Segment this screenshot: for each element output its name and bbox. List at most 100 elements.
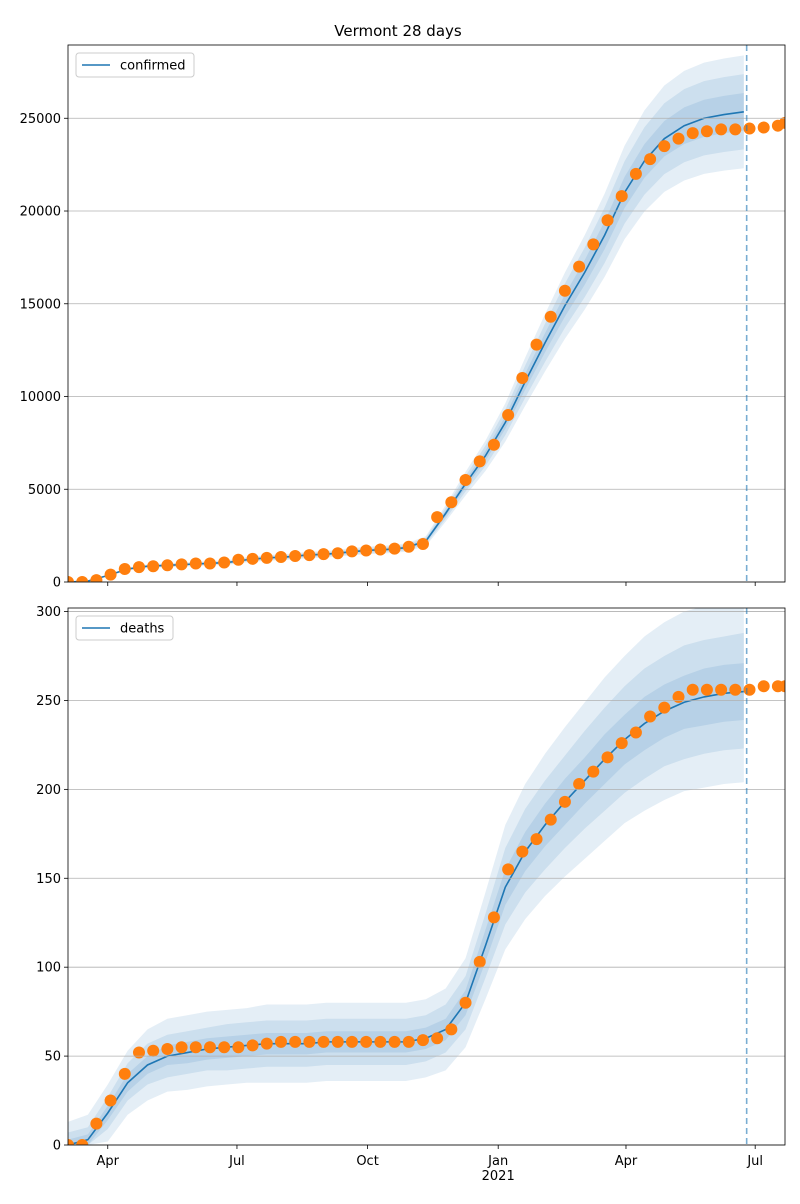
observed-point — [757, 121, 770, 134]
observed-point — [388, 542, 401, 555]
observed-point — [203, 1041, 216, 1054]
observed-point — [431, 1032, 444, 1045]
plot-area — [68, 608, 785, 1145]
uncertainty-band — [68, 608, 744, 1145]
observed-point — [700, 125, 713, 138]
y-tick-label: 250 — [36, 694, 61, 709]
observed-point — [274, 550, 287, 563]
observed-point — [218, 556, 231, 569]
legend-box — [75, 52, 195, 78]
observed-point — [544, 813, 557, 826]
observed-point — [260, 1037, 273, 1050]
observed-point — [629, 726, 642, 739]
observed-point — [502, 863, 515, 876]
y-tick-label: 5000 — [28, 483, 61, 498]
x-tick-label: Apr — [615, 1154, 638, 1169]
observed-point — [487, 438, 500, 451]
observed-point — [715, 123, 728, 136]
observed-point — [274, 1035, 287, 1048]
observed-point — [303, 1035, 316, 1048]
observed-point — [175, 1041, 188, 1054]
observed-point — [516, 845, 529, 858]
observed-point — [147, 560, 160, 573]
observed-point — [68, 1139, 74, 1145]
observed-point — [360, 544, 373, 557]
observed-point — [246, 552, 259, 565]
observed-point — [530, 338, 543, 351]
observed-point — [644, 153, 657, 166]
observed-point — [161, 1042, 174, 1055]
observed-point — [331, 547, 344, 560]
uncertainty-band — [68, 55, 744, 582]
observed-point — [76, 576, 89, 582]
observed-point — [402, 540, 415, 553]
observed-point — [345, 545, 358, 558]
observed-point — [175, 558, 188, 571]
observed-point — [147, 1044, 160, 1057]
observed-point — [161, 559, 174, 572]
observed-point — [658, 701, 671, 714]
observed-point — [402, 1035, 415, 1048]
y-tick-label: 0 — [53, 576, 61, 591]
observed-point — [544, 310, 557, 323]
observed-point — [658, 140, 671, 153]
observed-point — [530, 833, 543, 846]
observed-point — [317, 1035, 330, 1048]
observed-point — [473, 955, 486, 968]
observed-point — [700, 683, 713, 696]
observed-point — [104, 1094, 117, 1107]
y-tick-label: 100 — [36, 961, 61, 976]
observed-point — [289, 1035, 302, 1048]
axes-frame — [67, 44, 786, 583]
observed-point — [615, 737, 628, 750]
observed-point — [374, 1035, 387, 1048]
y-tick-label: 20000 — [20, 205, 61, 220]
observed-point — [757, 680, 770, 693]
observed-point — [729, 123, 742, 136]
observed-point — [388, 1035, 401, 1048]
observed-point — [416, 1034, 429, 1047]
uncertainty-band — [68, 74, 744, 582]
observed-point — [303, 549, 316, 562]
observed-point — [516, 371, 529, 384]
observed-point — [672, 132, 685, 145]
x-tick-label: Jul — [228, 1154, 245, 1169]
observed-point — [558, 284, 571, 297]
observed-point — [686, 683, 699, 696]
observed-point — [104, 568, 117, 581]
observed-point — [345, 1035, 358, 1048]
observed-point — [68, 576, 74, 582]
legend-box — [75, 615, 174, 641]
observed-point — [203, 557, 216, 570]
observed-point — [672, 690, 685, 703]
observed-point — [118, 1067, 131, 1080]
observed-point — [431, 511, 444, 524]
observed-point — [260, 551, 273, 564]
observed-point — [289, 550, 302, 563]
y-tick-label: 200 — [36, 783, 61, 798]
observed-point — [232, 1041, 245, 1054]
y-tick-label: 25000 — [20, 112, 61, 127]
observed-point — [487, 911, 500, 924]
observed-point — [743, 683, 756, 696]
observed-point — [686, 127, 699, 140]
x-tick-label: Jul — [746, 1154, 763, 1169]
observed-point — [331, 1035, 344, 1048]
x-tick-label: Apr — [97, 1154, 120, 1169]
observed-point — [601, 214, 614, 227]
y-tick-label: 0 — [53, 1139, 61, 1154]
plot-area — [68, 55, 785, 582]
observed-point — [232, 553, 245, 566]
legend-label: confirmed — [120, 59, 186, 74]
observed-point — [587, 765, 600, 778]
observed-point — [416, 537, 429, 550]
y-tick-label: 15000 — [20, 297, 61, 312]
observed-point — [473, 455, 486, 468]
observed-point — [76, 1139, 89, 1145]
observed-point — [90, 1117, 103, 1130]
observed-point — [629, 167, 642, 180]
figure-title: Vermont 28 days — [334, 22, 462, 40]
observed-point — [246, 1039, 259, 1052]
